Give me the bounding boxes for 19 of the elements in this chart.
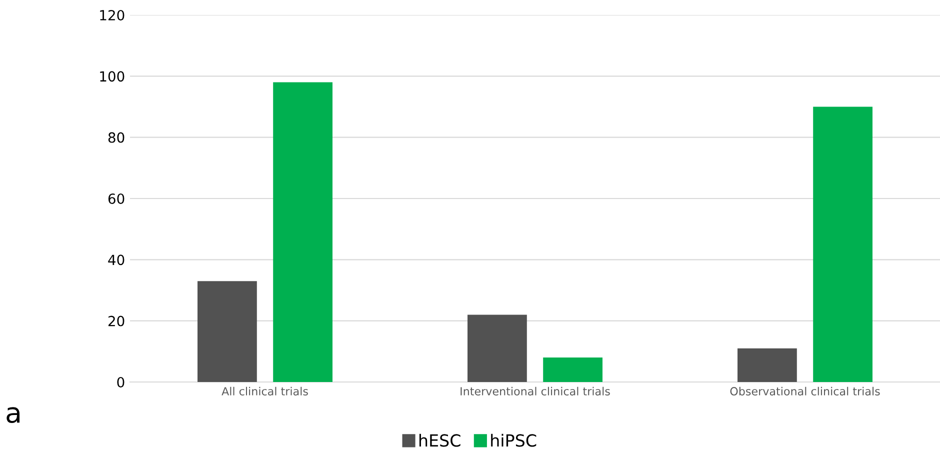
y-tick-label: 60: [108, 193, 124, 204]
bar: [198, 281, 257, 382]
x-tick-label: Observational clinical trials: [730, 386, 880, 396]
y-tick-label: 120: [100, 10, 124, 20]
bar: [738, 348, 797, 382]
y-tick-label: 80: [108, 132, 124, 143]
y-tick-label: 100: [100, 71, 124, 82]
text: a: [6, 407, 20, 424]
y-tick-label: 20: [108, 316, 124, 326]
x-tick-label: Interventional clinical trials: [460, 386, 610, 396]
bar: [543, 358, 602, 382]
legend-label: hESC: [419, 434, 460, 447]
bar: [813, 106, 872, 382]
y-tick-label: 0: [117, 376, 124, 388]
x-tick-label: All clinical trials: [222, 386, 308, 396]
bar: [468, 314, 527, 382]
legend-label: hiPSC: [491, 434, 536, 447]
bar: [273, 82, 332, 382]
y-tick-label: 40: [108, 254, 124, 266]
